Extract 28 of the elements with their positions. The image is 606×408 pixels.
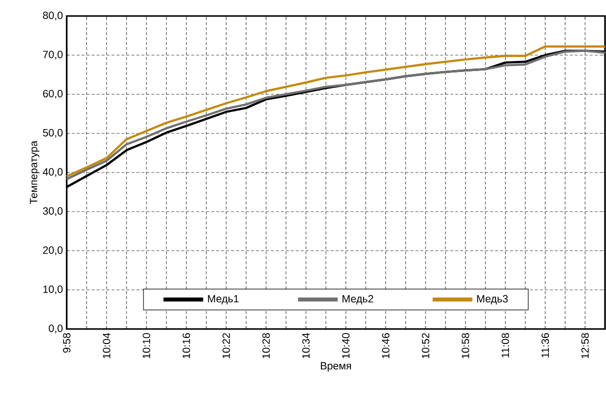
y-tick-label: 70,0	[43, 50, 63, 60]
y-tick-label: 80,0	[43, 12, 63, 20]
y-tick-label: 0,0	[48, 324, 63, 334]
x-tick-label: 10:28	[262, 333, 270, 358]
y-tick-label: 20,0	[43, 246, 63, 256]
x-tick-label: 10:34	[302, 333, 310, 358]
x-tick-label: 10:40	[342, 333, 350, 358]
x-tick-label: 10:46	[382, 333, 390, 358]
x-tick-label: 12:58	[581, 333, 589, 358]
x-tick-label: 9:58	[62, 333, 70, 353]
x-tick-label: 11:36	[541, 333, 549, 358]
legend-label: Медь2	[342, 295, 374, 304]
x-tick-label: 10:10	[142, 333, 150, 358]
x-tick-label: 10:58	[462, 333, 470, 358]
legend-label: Медь1	[208, 295, 239, 304]
legend-label: Медь3	[477, 295, 508, 304]
y-tick-label: 10,0	[43, 286, 63, 294]
x-axis-title: Время	[320, 362, 351, 372]
y-tick-label: 60,0	[43, 90, 63, 99]
x-tick-label: 10:16	[182, 333, 190, 358]
y-tick-label: 30,0	[42, 207, 63, 216]
x-tick-label: 10:52	[422, 333, 430, 358]
y-tick-label: 40,0	[42, 168, 63, 177]
x-tick-label: 11:08	[502, 333, 510, 358]
x-tick-label: 10:22	[222, 333, 230, 358]
x-tick-label: 10:04	[102, 333, 110, 358]
y-axis-title: Температура	[30, 140, 40, 204]
y-tick-label: 50,0	[42, 129, 63, 138]
